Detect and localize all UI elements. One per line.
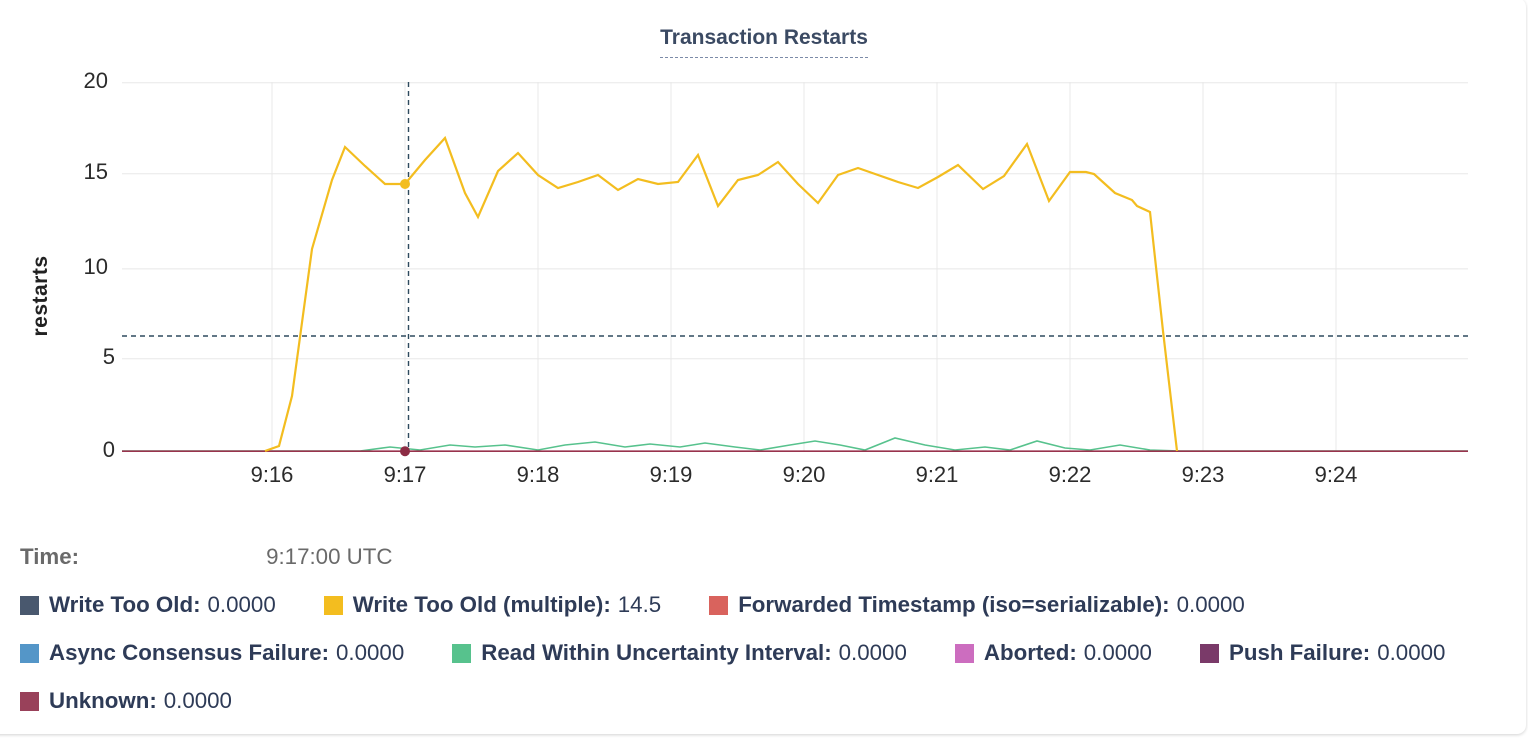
svg-text:9:24: 9:24 bbox=[1315, 462, 1358, 487]
svg-text:9:22: 9:22 bbox=[1049, 462, 1092, 487]
svg-text:20: 20 bbox=[84, 68, 108, 93]
svg-text:0: 0 bbox=[103, 437, 115, 462]
svg-text:9:23: 9:23 bbox=[1182, 462, 1225, 487]
svg-text:5: 5 bbox=[103, 344, 115, 369]
svg-text:9:21: 9:21 bbox=[916, 462, 959, 487]
svg-text:9:19: 9:19 bbox=[650, 462, 693, 487]
svg-text:9:17: 9:17 bbox=[384, 462, 427, 487]
svg-text:9:18: 9:18 bbox=[517, 462, 560, 487]
svg-text:9:16: 9:16 bbox=[251, 462, 294, 487]
svg-text:restarts: restarts bbox=[29, 255, 52, 336]
svg-text:15: 15 bbox=[84, 159, 108, 184]
svg-text:10: 10 bbox=[84, 254, 108, 279]
svg-text:9:20: 9:20 bbox=[783, 462, 826, 487]
